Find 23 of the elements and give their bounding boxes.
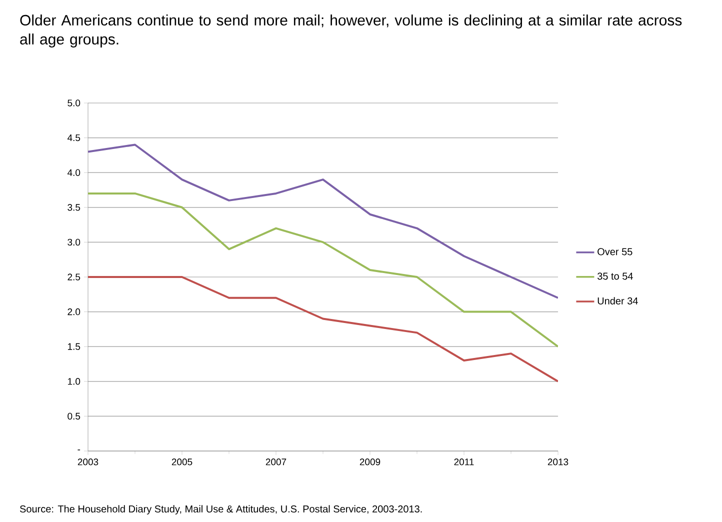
- line-series: [88, 144, 558, 299]
- x-tick-label: 2005: [172, 458, 192, 466]
- y-tick-label: 4.5: [67, 134, 80, 142]
- y-tick-label: 5.0: [68, 100, 80, 106]
- y-tick-label: 2.5: [68, 274, 80, 280]
- x-tick-label: 2009: [360, 458, 380, 466]
- y-tick-label: 3.0: [68, 238, 80, 246]
- y-tick-label: 3.5: [68, 204, 80, 211]
- y-tick-label: 1.5: [68, 343, 80, 350]
- y-tick-label: 0.5: [68, 412, 80, 420]
- x-tick-label: 2013: [548, 458, 568, 466]
- legend-label: Over 55: [598, 248, 632, 256]
- line-series: [88, 192, 558, 348]
- x-tick-label: 2011: [454, 458, 474, 466]
- y-tick-label: 4.0: [67, 169, 80, 176]
- x-tick-label: 2007: [266, 458, 286, 466]
- legend-label: Under 34: [598, 297, 638, 304]
- y-tick-label: 2.0: [68, 308, 80, 316]
- y-tick-label: 1.0: [68, 378, 80, 385]
- legend-label: 35 to 54: [597, 272, 633, 280]
- source-note: Source: The Household Diary Study, Mail Use & Attitudes, U.S. Postal Service, 2003-2013.: [20, 505, 422, 514]
- chart-title: Older Americans continue to send more mail; however, volume is declining at a similar rate across all age groups.: [20, 14, 682, 48]
- x-tick-label: 2003: [78, 458, 98, 466]
